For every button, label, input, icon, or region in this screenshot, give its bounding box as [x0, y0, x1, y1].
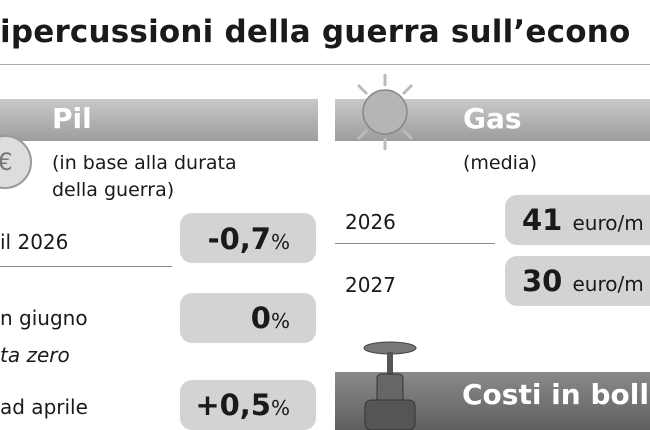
value: -0,7%	[208, 222, 290, 256]
row-label: 2027	[345, 273, 396, 297]
row-note: ta zero	[0, 343, 70, 367]
euro-icon: €	[0, 135, 32, 189]
value-box	[505, 256, 650, 306]
value-box	[180, 380, 316, 430]
value-number: 0	[250, 301, 271, 335]
costs-title: Costi in boll	[462, 378, 649, 411]
pil-header: Pil	[0, 99, 318, 141]
gas-title: Gas	[463, 102, 522, 135]
row-label: n giugno	[0, 306, 88, 330]
value-unit: %	[270, 396, 290, 420]
gas-subtitle: (media)	[463, 152, 538, 174]
value-unit: euro/m	[572, 211, 644, 235]
row-label: 2026	[345, 210, 396, 234]
row-separator	[0, 266, 172, 267]
value-unit: euro/m	[572, 272, 644, 296]
value: 30 euro/m	[522, 264, 644, 298]
value: +0,5%	[195, 388, 290, 422]
sun-icon	[347, 74, 423, 150]
value-number: 41	[522, 203, 563, 237]
valve-icon	[363, 341, 417, 430]
svg-text:€: €	[0, 148, 13, 176]
value-number: -0,7	[207, 222, 271, 256]
value-unit: %	[270, 309, 290, 333]
value: 41 euro/m	[522, 203, 644, 237]
pil-title: Pil	[52, 102, 92, 135]
row-label: ad aprile	[0, 395, 88, 419]
value-box	[180, 213, 316, 263]
row-label: il 2026	[0, 230, 69, 254]
row-separator	[335, 243, 495, 244]
value-number: +0,5	[195, 388, 271, 422]
value-number: 30	[522, 264, 563, 298]
value-unit: %	[270, 230, 290, 254]
value-box	[180, 293, 316, 343]
title: ipercussioni della guerra sull’econo	[0, 14, 631, 50]
value-box	[505, 195, 650, 245]
pil-subtitle: (in base alla durata della guerra)	[52, 152, 237, 201]
title-rule	[0, 64, 650, 65]
value: 0%	[251, 301, 290, 335]
